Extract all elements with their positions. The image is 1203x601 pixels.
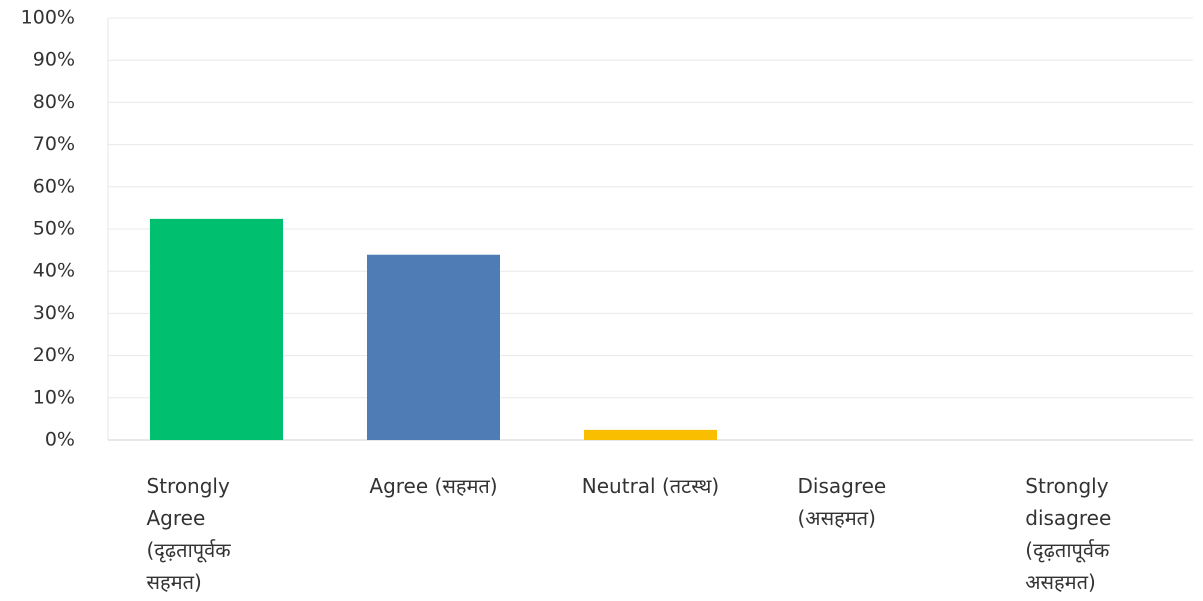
y-tick-label: 100% [21,7,75,29]
y-tick-label: 40% [33,260,75,282]
y-tick-label: 30% [33,302,75,324]
y-tick-label: 10% [33,386,75,408]
x-tick-label: Strongly disagree (दृढ़तापूर्वक असहमत) [1025,474,1112,594]
bar [150,218,283,440]
x-tick-label: Agree (सहमत) [369,474,498,498]
bar [367,254,500,440]
y-tick-label: 70% [33,133,75,155]
y-tick-label: 80% [33,91,75,113]
x-tick-label: Strongly Agree (दृढ़तापूर्वक सहमत) [146,474,231,594]
y-tick-label: 90% [33,49,75,71]
bar [584,429,717,440]
y-tick-label: 60% [33,175,75,197]
y-tick-label: 20% [33,344,75,366]
x-tick-label: Disagree (असहमत) [797,474,887,530]
x-tick-label: Neutral (तटस्थ) [581,474,720,498]
y-tick-label: 0% [45,429,75,451]
y-tick-label: 50% [33,218,75,240]
